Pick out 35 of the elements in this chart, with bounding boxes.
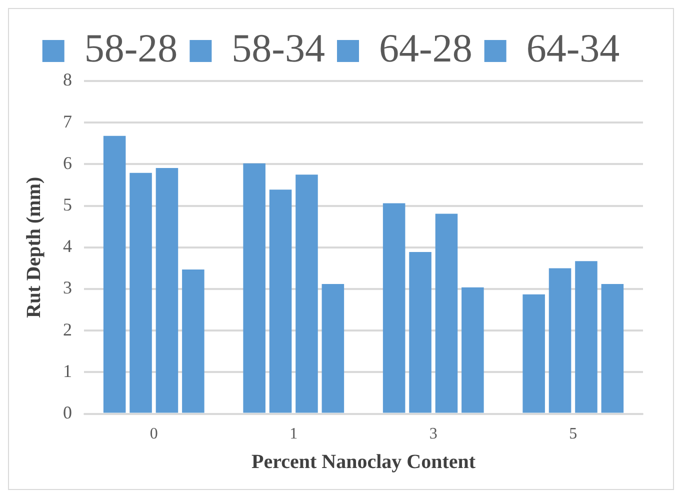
legend-label: 58-34 bbox=[232, 26, 326, 70]
bar bbox=[575, 261, 598, 413]
bar bbox=[103, 136, 126, 413]
bar bbox=[243, 163, 266, 413]
bar bbox=[522, 294, 545, 413]
bar bbox=[409, 252, 432, 413]
bar bbox=[182, 269, 204, 413]
y-tick-label: 1 bbox=[63, 360, 72, 381]
y-tick-label: 2 bbox=[63, 319, 72, 340]
y-tick-label: 8 bbox=[63, 70, 72, 90]
bar bbox=[601, 284, 624, 413]
x-tick-label: 0 bbox=[150, 426, 158, 443]
legend-label: 58-28 bbox=[84, 26, 178, 70]
y-tick-label: 6 bbox=[63, 152, 72, 173]
y-axis-title: Rut Depth (mm) bbox=[23, 176, 46, 318]
x-axis-title: Percent Nanoclay Content bbox=[251, 451, 476, 474]
bar bbox=[382, 203, 406, 413]
bar bbox=[296, 174, 318, 413]
bar bbox=[130, 172, 152, 413]
y-tick-label: 0 bbox=[63, 402, 72, 423]
bar bbox=[435, 214, 458, 413]
bar bbox=[156, 168, 178, 413]
bar bbox=[269, 190, 292, 413]
x-tick-label: 3 bbox=[429, 426, 438, 443]
y-tick-label: 3 bbox=[63, 278, 72, 298]
legend-label: 64-28 bbox=[379, 26, 472, 70]
legend-label: 64-34 bbox=[526, 26, 620, 70]
bar bbox=[462, 287, 484, 413]
y-tick-label: 5 bbox=[63, 194, 72, 215]
y-tick-label: 7 bbox=[63, 111, 72, 132]
x-tick-label: 5 bbox=[569, 426, 578, 443]
y-tick-label: 4 bbox=[63, 236, 72, 256]
bar bbox=[322, 284, 344, 413]
x-tick-label: 1 bbox=[290, 426, 298, 443]
bar bbox=[548, 268, 572, 413]
